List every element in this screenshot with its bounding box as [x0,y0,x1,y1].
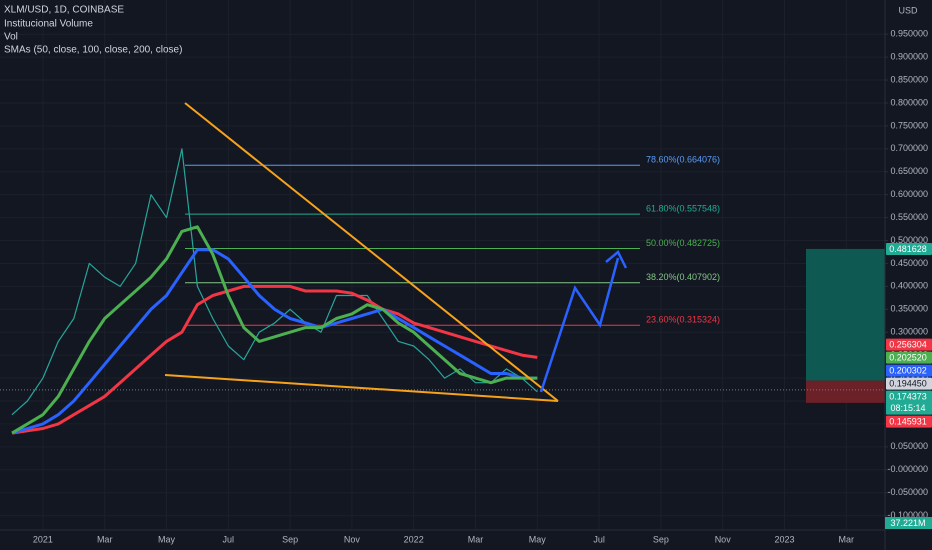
long-position [806,248,885,403]
x-tick-label: Mar [839,534,855,544]
x-tick-label: Sep [282,534,298,544]
x-tick-label: Jul [223,534,235,544]
arrow-head [605,250,628,269]
x-tick-label: Mar [97,534,113,544]
y-tick-label: 0.750000 [890,120,928,130]
x-tick-label: May [158,534,176,544]
y-tick-label: 0.450000 [890,258,928,268]
x-tick-label: May [529,534,547,544]
fib-retracement: 78.60%(0.664076) 61.80%(0.557548) 50.00%(0… [185,155,720,326]
price-tag [886,338,932,351]
loss-zone [806,380,885,403]
profit-zone [806,248,885,381]
price-tag [886,415,932,428]
price-tag [886,377,932,390]
x-tick-label: Sep [653,534,669,544]
y-tick-label: 0.700000 [890,143,928,153]
price-tag [886,242,932,255]
indicator-name: Vol [4,31,18,42]
fib-label: 50.00%(0.482725) [646,238,720,248]
price-tag-label: 0.256304 [889,339,927,349]
y-tick-label: -0.100000 [887,510,928,520]
x-tick-label: 2023 [774,534,794,544]
price-tag-label: 0.174373 [889,391,927,401]
price-tag [886,364,932,377]
trend-line [164,374,559,402]
y-tick-label: 0.050000 [890,441,928,451]
y-tick-label: 0.200000 [890,372,928,382]
price-lines [0,148,885,435]
countdown: 08:15:14 [890,403,925,413]
indicator-name: SMAs (50, close, 100, close, 200, close) [4,44,182,55]
y-tick-label: 0.350000 [890,304,928,314]
y-tick-label: 0.600000 [890,189,928,199]
x-tick-label: Jul [593,534,605,544]
drawings [164,102,628,402]
y-tick-label: 0.850000 [890,74,928,84]
price-axis [885,0,932,550]
fib-label: 23.60%(0.315324) [646,315,720,325]
y-tick-label: 0.550000 [890,212,928,222]
x-tick-label: Nov [344,534,361,544]
price-tag-label: 0.194450 [889,378,927,388]
projection-arrow [539,257,620,393]
y-tick-label: 0.650000 [890,166,928,176]
symbol-title: XLM/USD, 1D, COINBASE [4,4,124,15]
price-tag-label: 0.202520 [889,352,927,362]
price-tag-label: 0.481628 [889,244,927,254]
price-tag-label: 0.145931 [889,416,927,426]
indicator-name: Institucional Volume [4,18,93,29]
trend-line [184,102,559,402]
series-line [11,148,538,416]
fib-label: 38.20%(0.407902) [646,272,720,282]
currency: USD [898,5,918,15]
series-line [11,225,538,435]
fib-label: 78.60%(0.664076) [646,155,720,165]
volume-tag [885,517,932,529]
x-tick-label: Mar [468,534,484,544]
x-tick-label: 2022 [404,534,424,544]
y-tick-label: 0.300000 [890,327,928,337]
price-tag [886,390,932,415]
series-line [11,248,538,435]
price-tag-label: 0.200302 [889,365,927,375]
y-tick-label: -0.050000 [887,487,928,497]
fib-label: 61.80%(0.557548) [646,204,720,214]
y-tick-label: 0.400000 [890,281,928,291]
y-tick-label: -0.000000 [887,464,928,474]
x-tick-label: 2021 [33,534,53,544]
price-tags: 0.481628 0.256304 0.202520 0.200302 0.194450… [886,242,932,428]
axes: 0.950000 0.900000 0.850000 0.800000 0.750000… [33,29,928,545]
y-tick-label: 0.950000 [890,29,928,39]
y-tick-label: 0.800000 [890,97,928,107]
x-tick-label: Nov [715,534,732,544]
price-tag [886,351,932,364]
y-tick-label: 0.900000 [890,52,928,62]
y-tick-label: 0.500000 [890,235,928,245]
volume-label: 37.221M [890,518,925,528]
series-line [11,284,538,435]
